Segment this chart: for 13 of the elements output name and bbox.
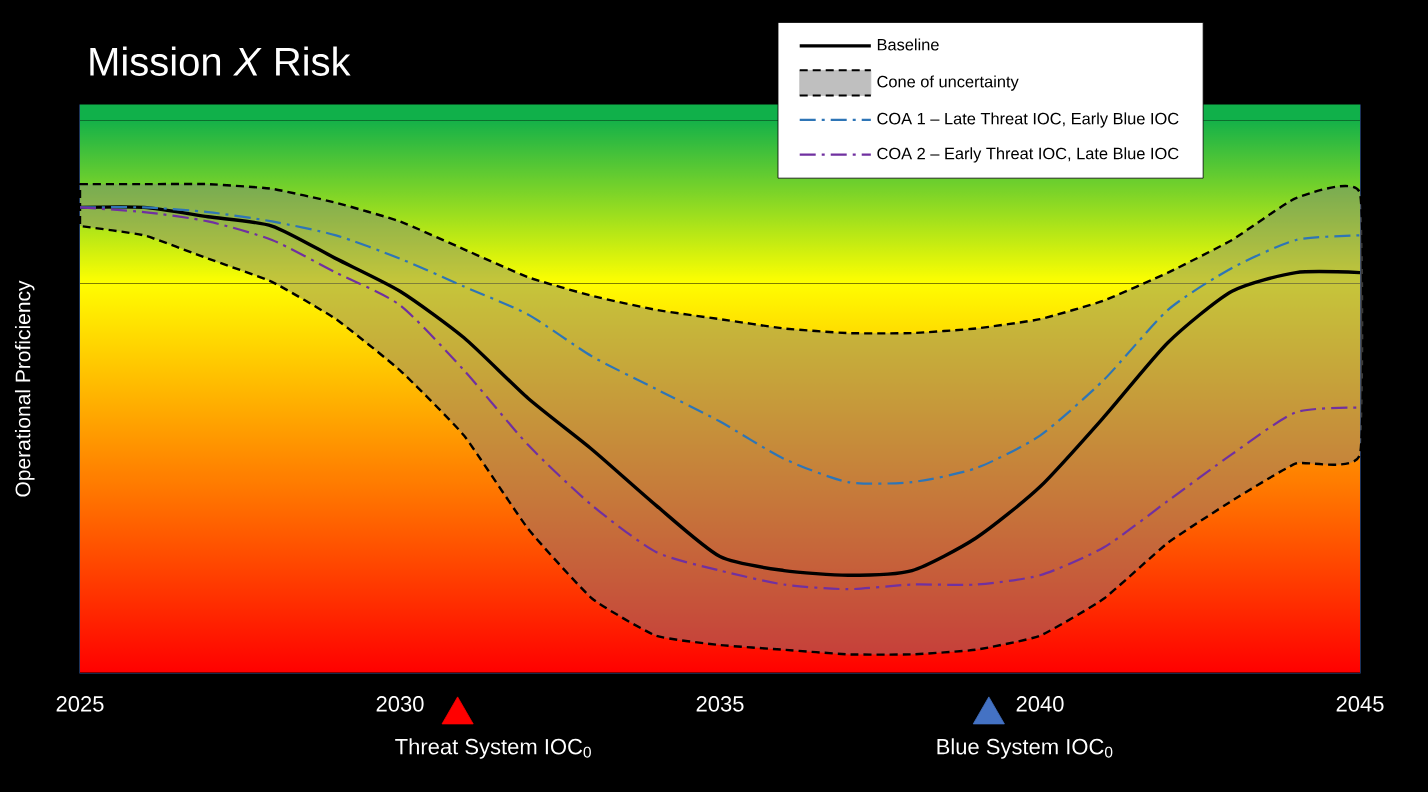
y-axis-title: Operational Proficiency: [14, 280, 35, 497]
text: Cone of uncertainty: [877, 75, 1019, 91]
text: Threat System IOC$_{0}$: [395, 738, 591, 759]
x-tick-label: 2035: [696, 696, 744, 712]
x-tick-label: 2025: [56, 696, 104, 712]
x-tick-label: 2030: [376, 696, 424, 712]
x-tick-label: 2040: [1016, 696, 1064, 712]
legend-label: COA 1 – Late Threat IOC, Early Blue IOC: [877, 112, 1179, 128]
chart-title: Mission X Risk: [90, 46, 351, 76]
legend-label: Baseline: [877, 38, 939, 51]
legend-label: COA 2 – Early Threat IOC, Late Blue IOC: [877, 147, 1179, 163]
text: Blue System IOC$_{0}$: [937, 738, 1113, 759]
x-tick-label: 2045: [1336, 696, 1384, 712]
